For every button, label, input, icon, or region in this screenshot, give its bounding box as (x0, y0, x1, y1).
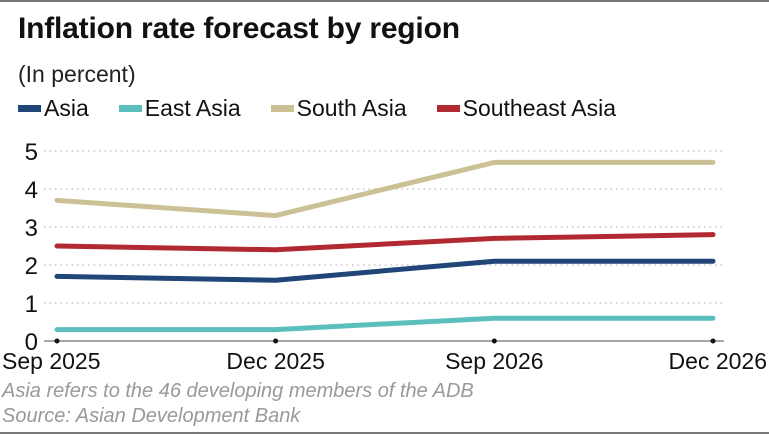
y-tick-label: 2 (25, 253, 38, 280)
x-tick-mark (491, 338, 497, 344)
legend-item: South Asia (270, 95, 407, 122)
chart-title: Inflation rate forecast by region (18, 12, 460, 45)
x-tick-mark (54, 338, 60, 344)
legend-label: Southeast Asia (462, 95, 617, 121)
bottom-border (0, 432, 769, 434)
legend-swatch (436, 105, 460, 112)
series-line-southeast-asia (54, 232, 716, 253)
x-tick-label: Sep 2025 (2, 348, 100, 374)
legend-label: Asia (44, 95, 89, 121)
legend-item: Asia (18, 95, 89, 122)
legend-swatch (18, 105, 41, 112)
x-tick-mark (273, 338, 279, 344)
top-border (0, 0, 769, 2)
y-tick-label: 4 (25, 177, 38, 204)
legend-label: South Asia (296, 95, 407, 121)
legend-item: Southeast Asia (436, 95, 617, 122)
series-line-south-asia (54, 159, 716, 219)
chart-subtitle: (In percent) (18, 61, 136, 87)
legend-swatch (270, 105, 294, 112)
legend: Asia East Asia South Asia Southeast Asia (18, 95, 646, 122)
x-tick-label: Dec 2026 (669, 348, 767, 374)
legend-label: East Asia (144, 95, 241, 121)
footnote-note: Asia refers to the 46 developing members… (2, 380, 474, 402)
legend-swatch (118, 105, 142, 112)
series-line-asia (54, 258, 716, 283)
series-line-east-asia (54, 315, 716, 333)
y-tick-label: 3 (25, 215, 38, 242)
y-tick-label: 0 (25, 329, 38, 356)
legend-item: East Asia (118, 95, 241, 122)
y-tick-label: 5 (25, 139, 38, 166)
x-tick-mark (710, 338, 716, 344)
y-tick-label: 1 (25, 291, 38, 318)
x-tick-label: Dec 2025 (226, 348, 324, 374)
x-tick-label: Sep 2026 (445, 348, 543, 374)
footnote-source: Source: Asian Development Bank (2, 405, 301, 427)
